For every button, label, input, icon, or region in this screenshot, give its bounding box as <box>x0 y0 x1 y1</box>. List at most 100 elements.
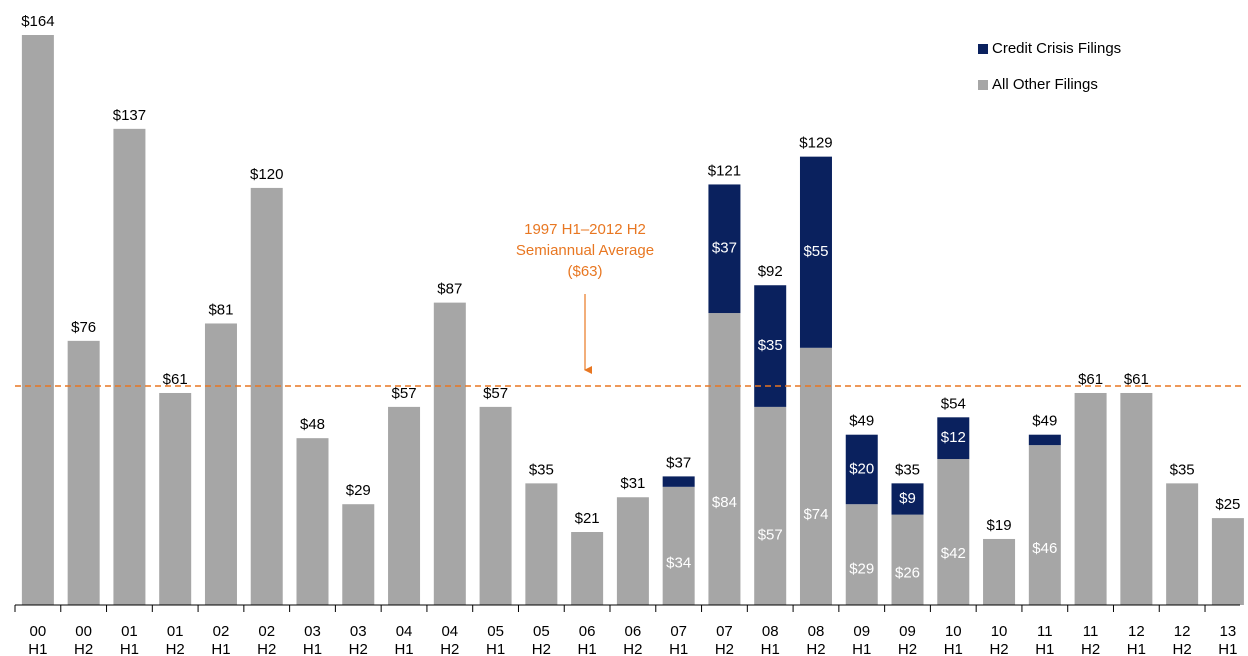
x-tick-label: H2 <box>1081 641 1100 656</box>
total-label: $120 <box>250 166 283 183</box>
x-tick-label: H2 <box>806 641 825 656</box>
total-label: $29 <box>346 482 371 499</box>
x-tick-label: H1 <box>28 641 47 656</box>
x-tick-label: H1 <box>394 641 413 656</box>
bar-segment <box>662 486 695 605</box>
bar-segment <box>479 406 512 605</box>
bar-segment <box>845 434 878 505</box>
total-label: $31 <box>620 475 645 492</box>
x-tick-label: H1 <box>486 641 505 656</box>
total-label: $76 <box>71 319 96 336</box>
segment-label: $20 <box>849 460 874 477</box>
bar-segment <box>1028 445 1061 605</box>
x-tick-label: 10 <box>991 623 1008 640</box>
x-tick-label: 13 <box>1220 623 1237 640</box>
total-label: $57 <box>483 385 508 402</box>
total-label: $49 <box>849 413 874 430</box>
x-tick-label: 08 <box>762 623 779 640</box>
bar-segment <box>296 438 329 605</box>
x-tick-label: H1 <box>944 641 963 656</box>
x-tick-label: H2 <box>440 641 459 656</box>
x-tick-label: H2 <box>74 641 93 656</box>
x-tick-label: 07 <box>670 623 687 640</box>
segment-label: $12 <box>941 429 966 446</box>
x-tick-label: 06 <box>579 623 596 640</box>
bar-segment <box>799 347 832 605</box>
total-label: $57 <box>392 385 417 402</box>
x-tick-label: 05 <box>487 623 504 640</box>
x-tick-label: H1 <box>578 641 597 656</box>
segment-label: $42 <box>941 545 966 562</box>
total-label: $19 <box>987 517 1012 534</box>
x-tick-label: H1 <box>1035 641 1054 656</box>
total-label: $87 <box>437 281 462 298</box>
x-tick-label: H2 <box>1173 641 1192 656</box>
legend-swatch <box>978 44 988 54</box>
bar-segment <box>1211 518 1244 605</box>
segment-label: $46 <box>1032 540 1057 557</box>
total-label: $49 <box>1032 413 1057 430</box>
segment-label: $74 <box>803 506 828 523</box>
total-label: $35 <box>529 461 554 478</box>
legend-label: Credit Crisis Filings <box>992 40 1121 57</box>
x-tick-label: H1 <box>303 641 322 656</box>
x-tick-label: 07 <box>716 623 733 640</box>
x-tick-label: 00 <box>30 623 47 640</box>
total-label: $61 <box>1124 371 1149 388</box>
x-tick-label: H2 <box>349 641 368 656</box>
x-tick-label: H1 <box>1127 641 1146 656</box>
x-tick-label: 05 <box>533 623 550 640</box>
x-tick-label: 03 <box>350 623 367 640</box>
x-tick-label: H2 <box>623 641 642 656</box>
total-label: $164 <box>21 13 54 30</box>
bar-segment <box>113 128 146 605</box>
total-label: $137 <box>113 107 146 124</box>
legend-label: All Other Filings <box>992 76 1098 93</box>
x-tick-label: 02 <box>258 623 275 640</box>
total-label: $81 <box>208 301 233 318</box>
segment-label: $57 <box>758 527 783 544</box>
average-annotation: Semiannual Average <box>516 242 654 259</box>
segment-label: $37 <box>712 240 737 257</box>
x-tick-label: H2 <box>715 641 734 656</box>
x-tick-label: 00 <box>75 623 92 640</box>
bar-segment <box>891 514 924 605</box>
x-tick-label: 03 <box>304 623 321 640</box>
bar-segment <box>159 392 192 605</box>
legend-swatch <box>978 80 988 90</box>
bar-segment <box>662 476 695 487</box>
x-tick-label: H2 <box>532 641 551 656</box>
x-tick-label: H2 <box>989 641 1008 656</box>
segment-label: $55 <box>803 243 828 260</box>
total-label: $61 <box>163 371 188 388</box>
total-label: $21 <box>575 510 600 527</box>
bar-segment <box>891 483 924 515</box>
segment-label: $84 <box>712 494 737 511</box>
bar-segment <box>1120 392 1153 605</box>
bar-segment <box>67 340 100 605</box>
segment-label: $9 <box>899 490 916 507</box>
bar-segment <box>708 184 741 314</box>
average-annotation: ($63) <box>567 263 602 280</box>
bar-segment <box>433 302 466 605</box>
bar-segment <box>21 35 54 605</box>
x-tick-label: 01 <box>121 623 138 640</box>
x-tick-label: H1 <box>120 641 139 656</box>
x-tick-label: 09 <box>899 623 916 640</box>
x-tick-label: 01 <box>167 623 184 640</box>
segment-label: $34 <box>666 555 691 572</box>
total-label: $35 <box>1170 461 1195 478</box>
bar-segment <box>1166 483 1199 605</box>
segment-label: $26 <box>895 564 920 581</box>
bar-segment <box>1074 392 1107 605</box>
total-label: $121 <box>708 162 741 179</box>
bar-segment <box>799 156 832 348</box>
segment-label: $29 <box>849 561 874 578</box>
average-annotation: 1997 H1–2012 H2 <box>524 221 646 238</box>
total-label: $54 <box>941 395 966 412</box>
segment-label: $35 <box>758 337 783 354</box>
bar-segment <box>1028 434 1061 446</box>
x-tick-label: 08 <box>808 623 825 640</box>
x-tick-label: 10 <box>945 623 962 640</box>
total-label: $61 <box>1078 371 1103 388</box>
